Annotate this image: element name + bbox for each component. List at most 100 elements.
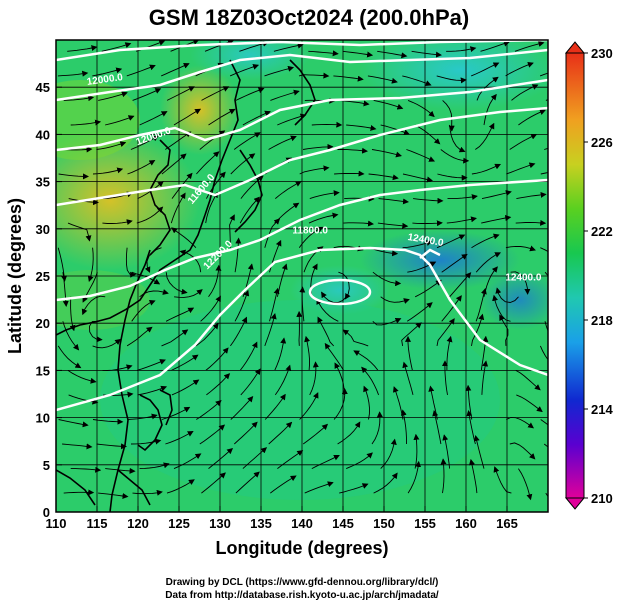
streamline	[161, 153, 187, 175]
streamlines	[57, 40, 548, 501]
streamline	[299, 392, 319, 420]
streamline	[406, 149, 436, 162]
streamline	[161, 62, 190, 77]
x-tick-label: 130	[209, 516, 231, 531]
streamline	[338, 271, 351, 300]
colorbar-tick-label: 210	[591, 491, 613, 506]
streamline	[58, 173, 89, 180]
streamline	[240, 368, 261, 396]
streamline	[70, 466, 102, 473]
streamline	[495, 287, 519, 303]
coastlines	[56, 59, 316, 512]
streamline	[233, 421, 258, 445]
streamline	[469, 458, 478, 494]
streamline	[516, 394, 543, 413]
streamline	[411, 50, 442, 58]
streamline	[102, 219, 133, 226]
streamline	[276, 263, 288, 297]
streamline	[196, 400, 222, 420]
streamline	[333, 388, 348, 420]
streamline	[440, 458, 447, 494]
streamline	[132, 88, 162, 101]
streamline	[475, 288, 487, 322]
streamline	[126, 326, 153, 347]
streamline	[413, 433, 420, 469]
streamline	[92, 167, 124, 175]
streamline	[311, 455, 340, 470]
streamline	[304, 481, 334, 494]
streamline	[339, 483, 369, 494]
streamline	[173, 453, 202, 470]
streamline	[270, 89, 300, 101]
streamline	[126, 64, 156, 77]
streamline	[139, 462, 170, 470]
streamline	[239, 341, 258, 371]
streamline	[62, 321, 80, 351]
streamline	[475, 252, 501, 273]
streamline	[346, 124, 377, 131]
colorbar-min-arrow	[564, 497, 586, 510]
streamline	[466, 410, 476, 445]
streamline	[371, 411, 383, 445]
streamline	[89, 320, 103, 343]
streamline	[401, 322, 422, 346]
streamline	[270, 475, 297, 494]
streamline	[412, 220, 443, 227]
streamline	[199, 130, 226, 150]
streamline	[321, 291, 347, 303]
streamline	[235, 471, 260, 494]
streamline	[471, 62, 500, 77]
streamline	[511, 84, 539, 101]
streamline	[92, 338, 122, 349]
streamline	[58, 419, 89, 428]
streamline	[304, 335, 310, 371]
streamline	[481, 215, 512, 224]
y-tick-label: 20	[36, 316, 50, 331]
colorbar-tick-label: 214	[591, 402, 613, 417]
streamline	[337, 421, 361, 445]
credit-drawing: Drawing by DCL (https://www.gfd-dennou.o…	[166, 577, 439, 588]
streamline	[372, 317, 402, 326]
y-tick-label: 30	[36, 222, 50, 237]
streamline	[407, 460, 422, 494]
streamline	[339, 99, 370, 107]
streamline	[514, 41, 545, 52]
y-tick-label: 5	[43, 458, 50, 473]
x-tick-label: 155	[414, 516, 436, 531]
streamline	[436, 318, 455, 346]
streamline	[377, 50, 408, 59]
streamline	[127, 413, 158, 420]
streamline	[233, 132, 261, 150]
streamline	[274, 337, 287, 371]
streamline	[131, 271, 161, 285]
streamline	[334, 170, 365, 177]
streamline	[144, 247, 162, 273]
streamline	[449, 272, 472, 298]
streamline	[277, 113, 307, 126]
streamline	[264, 218, 281, 248]
streamline	[92, 67, 123, 77]
y-tick-label: 0	[43, 505, 50, 520]
streamline	[447, 194, 478, 200]
streamline	[303, 143, 334, 150]
streamline	[343, 220, 374, 227]
streamline	[96, 443, 127, 450]
streamline	[234, 237, 242, 273]
streamline	[346, 452, 373, 470]
streamline	[98, 91, 128, 101]
streamline	[130, 438, 162, 445]
streamline	[333, 75, 364, 82]
streamline	[493, 466, 512, 494]
streamline	[371, 149, 402, 158]
streamline	[309, 190, 340, 200]
streamline	[483, 266, 498, 297]
streamline	[63, 489, 95, 496]
y-tick-label: 25	[36, 269, 50, 284]
x-tick-label: 115	[87, 516, 108, 531]
streamline	[87, 247, 94, 283]
streamline	[441, 253, 468, 273]
streamline	[515, 219, 547, 226]
contour-label: 11800.0	[292, 226, 328, 237]
streamline	[67, 370, 97, 384]
